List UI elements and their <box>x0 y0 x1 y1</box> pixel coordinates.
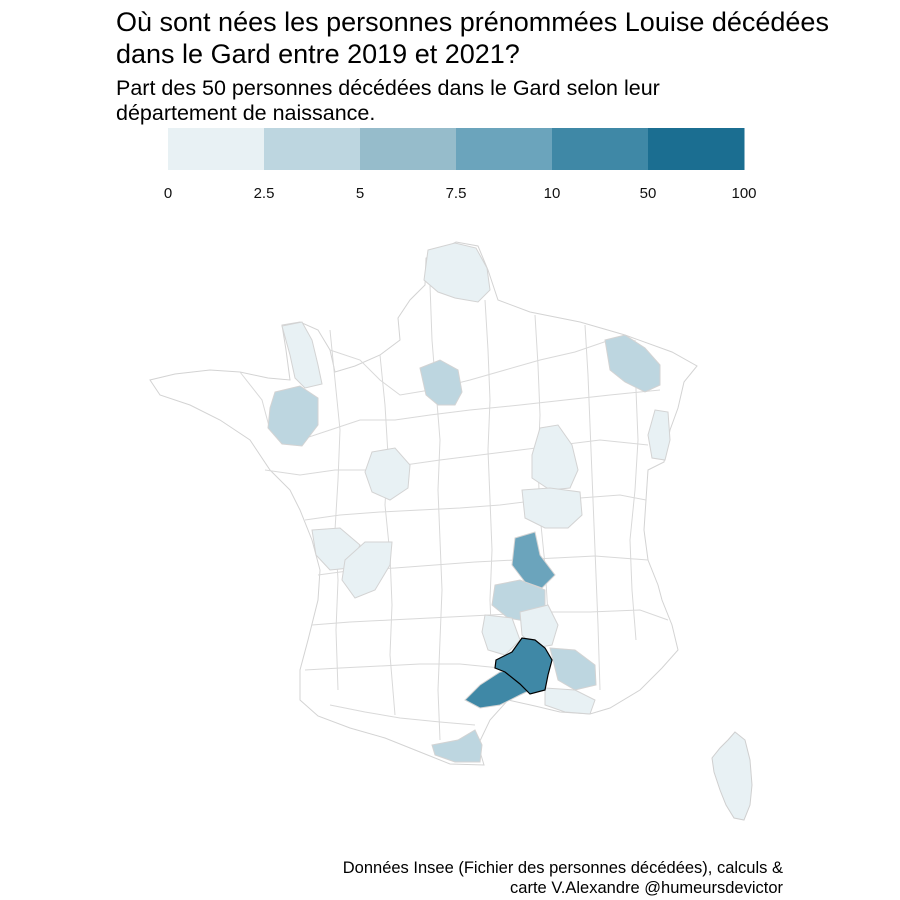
dept-gard-highlighted <box>494 637 553 695</box>
dept-haut-rhin <box>647 409 671 461</box>
chart-subtitle: Part des 50 personnes décédées dans le G… <box>116 76 896 126</box>
france-mainland-outline <box>149 241 698 766</box>
department-boundaries <box>239 284 669 741</box>
dept-loire <box>511 531 556 589</box>
dept-haute-vienne <box>341 541 393 599</box>
title-line-2: dans le Gard entre 2019 et 2021? <box>116 39 520 69</box>
dept-saone-et-loire <box>521 487 583 529</box>
dept-paris-region <box>419 359 463 406</box>
dept-manche <box>281 321 323 389</box>
subtitle-line-1: Part des 50 personnes décédées dans le G… <box>116 76 660 100</box>
dept-vaucluse <box>549 647 597 691</box>
corsica-outline <box>711 731 753 821</box>
dept-bouches-du-rhone <box>544 687 596 715</box>
dept-moselle <box>604 334 661 393</box>
chart-title: Où sont nées les personnes prénommées Lo… <box>116 6 896 70</box>
dept-mayenne-sarthe <box>267 385 319 447</box>
dept-cote-dor <box>531 424 579 491</box>
caption-line-2: carte V.Alexandre @humeursdevictor <box>510 879 783 897</box>
colored-departments <box>267 242 671 763</box>
source-caption: Données Insee (Fichier des personnes déc… <box>343 858 783 898</box>
title-line-1: Où sont nées les personnes prénommées Lo… <box>116 7 829 37</box>
dept-ardeche <box>519 604 559 649</box>
dept-nord-pas-de-calais <box>423 242 491 303</box>
france-base-layer <box>149 241 753 821</box>
caption-line-1: Données Insee (Fichier des personnes déc… <box>342 859 783 877</box>
dept-pyrenees-orientales <box>431 729 483 763</box>
subtitle-line-2: département de naissance. <box>116 101 376 125</box>
dept-loiret <box>364 447 411 501</box>
